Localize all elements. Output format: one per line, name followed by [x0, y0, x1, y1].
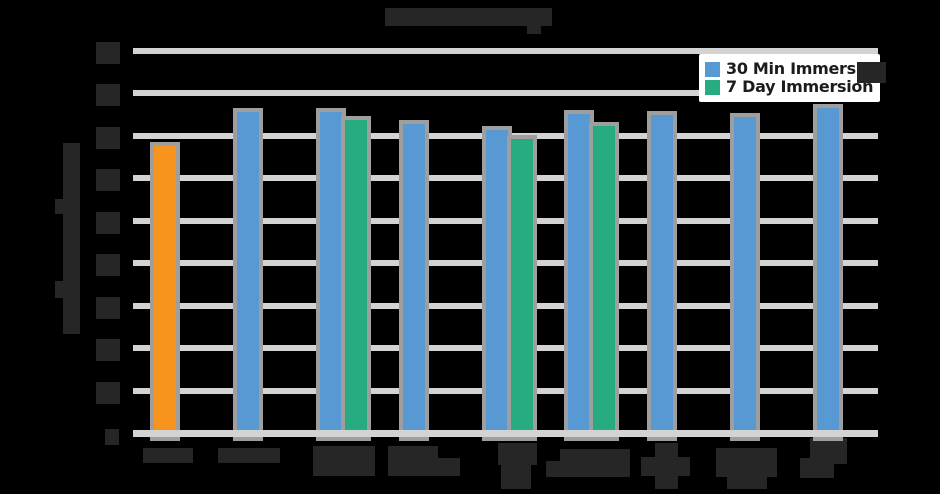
y-axis-label-redaction	[63, 143, 80, 334]
x-tick-label-redaction	[143, 448, 193, 463]
y-axis-label-redaction	[55, 281, 64, 298]
y-tick-zero-redaction	[105, 429, 119, 445]
legend-overlap-redaction-block	[857, 62, 886, 83]
y-tick-label-redaction	[96, 339, 120, 362]
legend-item-30min: 30 Min Immersion	[705, 61, 883, 77]
y-tick-label-redaction	[96, 42, 120, 64]
legend-swatch-30min-icon	[705, 61, 720, 77]
x-tick-label-redaction	[218, 448, 280, 463]
x-tick-label-redaction	[546, 461, 562, 477]
legend-label-7day: 7 Day Immersion	[726, 77, 874, 96]
y-axis-label-redaction	[55, 199, 64, 214]
bar-green	[340, 116, 371, 441]
bar-blue	[564, 110, 595, 441]
bar-orange	[150, 142, 181, 441]
bar-blue	[812, 103, 843, 441]
legend-swatch-7day-icon	[705, 79, 720, 95]
x-tick-label-redaction	[498, 443, 537, 465]
bar-blue	[481, 126, 512, 441]
x-tick-label-redaction	[727, 476, 767, 489]
x-tick-label-redaction	[800, 458, 834, 478]
x-axis-baseline	[133, 430, 878, 437]
chart-title-redaction	[527, 25, 541, 34]
gridline	[133, 90, 878, 97]
legend-item-7day: 7 Day Immersion	[705, 79, 874, 95]
bar-blue	[647, 111, 678, 441]
y-tick-label-redaction	[96, 254, 120, 277]
legend-label-30min: 30 Min Immersion	[726, 59, 883, 78]
y-tick-label-redaction	[96, 296, 120, 319]
y-tick-label-redaction	[96, 169, 120, 192]
y-tick-label-redaction	[96, 84, 120, 107]
y-tick-label-redaction	[96, 381, 120, 404]
x-tick-label-redaction	[641, 457, 690, 476]
bar-blue	[398, 119, 429, 441]
bar-green	[506, 134, 537, 441]
bar-blue	[729, 113, 760, 441]
x-tick-label-redaction	[388, 446, 438, 476]
x-tick-label-redaction	[716, 448, 777, 477]
x-tick-label-redaction	[501, 464, 531, 489]
gridline	[133, 48, 878, 54]
y-tick-label-redaction	[96, 126, 120, 149]
chart-title-redaction	[385, 8, 552, 26]
bar-green	[589, 121, 620, 441]
y-tick-label-redaction	[96, 211, 120, 234]
bar-blue	[315, 108, 346, 441]
x-tick-label-redaction	[437, 458, 460, 476]
bar-blue	[233, 108, 264, 441]
legend: 30 Min Immersion 7 Day Immersion	[699, 54, 883, 102]
x-tick-label-redaction	[313, 446, 375, 476]
x-tick-label-redaction	[560, 449, 630, 477]
